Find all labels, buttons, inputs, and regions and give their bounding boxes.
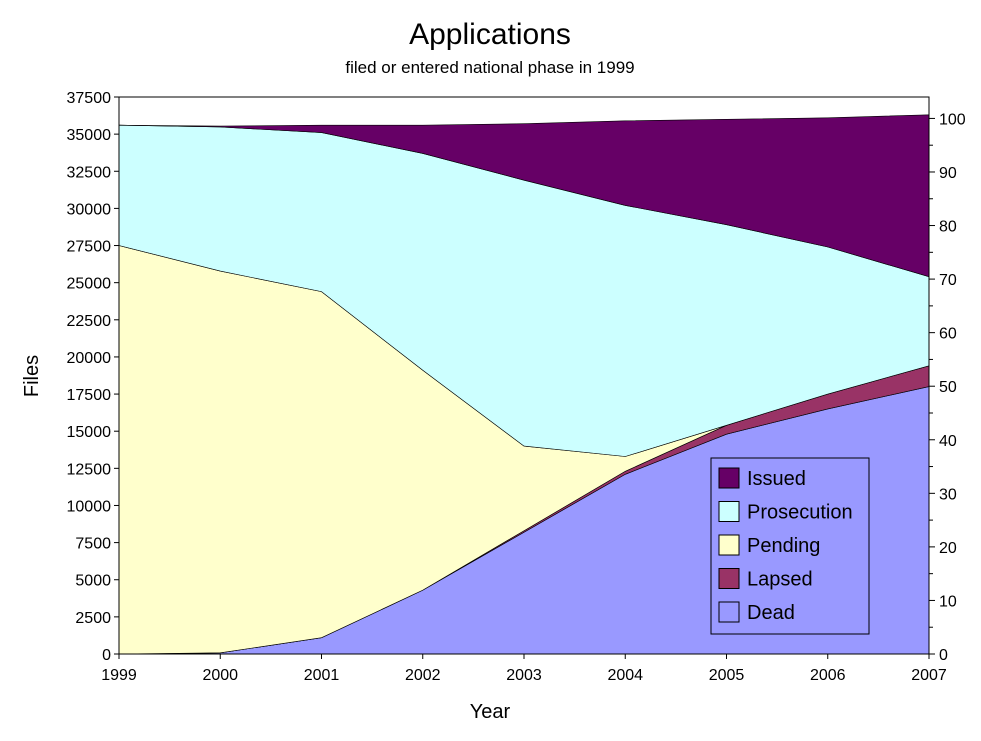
legend-swatch-lapsed	[718, 568, 740, 589]
legend-label-dead: Dead	[747, 602, 795, 624]
legend: Issued Prosecution Pending Lapsed Dead	[710, 457, 870, 635]
y-axis-title: Files	[21, 355, 43, 397]
y2-tick-label: 20	[939, 540, 957, 557]
y2-tick-label: 30	[939, 486, 957, 503]
y-tick-label: 20000	[67, 350, 112, 367]
chart-title: Applications	[409, 18, 571, 51]
legend-swatch-issued	[718, 467, 740, 489]
x-tick-label: 1999	[101, 667, 137, 684]
y-tick-label: 35000	[67, 127, 112, 144]
x-tick-label: 2005	[709, 667, 745, 684]
y2-tick-label: 50	[939, 379, 957, 396]
y2-tick-label: 10	[939, 593, 957, 610]
y-tick-label: 5000	[75, 573, 111, 590]
y2-tick-label: 60	[939, 326, 957, 343]
x-axis-title: Year	[470, 701, 511, 723]
y-tick-label: 30000	[67, 201, 112, 218]
legend-label-prosecution: Prosecution	[747, 502, 853, 524]
y-tick-label: 22500	[67, 313, 112, 330]
y-axis: 0 2500 5000 7500 10000 12500 15000 17500 20000 22…	[67, 90, 119, 664]
y2-tick-label: 100	[939, 111, 966, 128]
y2-tick-label: 70	[939, 272, 957, 289]
y2-tick-label: 40	[939, 433, 957, 450]
x-tick-label: 2002	[405, 667, 441, 684]
y-tick-label: 12500	[67, 461, 112, 478]
y-tick-label: 37500	[67, 90, 112, 107]
legend-swatch-pending	[718, 534, 740, 556]
x-tick-label: 2007	[911, 667, 947, 684]
y-tick-label: 32500	[67, 164, 112, 181]
y2-tick-label: 80	[939, 219, 957, 236]
legend-label-issued: Issued	[747, 468, 806, 490]
y2-tick-label: 0	[939, 647, 948, 664]
x-tick-label: 2004	[607, 667, 643, 684]
x-axis: 1999 2000 2001 2002 2003 2004 2005 2006 2007	[101, 654, 947, 684]
x-tick-label: 2001	[304, 667, 340, 684]
y-tick-label: 25000	[67, 276, 112, 293]
legend-swatch-dead	[718, 601, 740, 623]
y2-tick-label: 90	[939, 165, 957, 182]
y-tick-label: 17500	[67, 387, 112, 404]
y-tick-label: 27500	[67, 239, 112, 256]
y-tick-label: 2500	[75, 610, 111, 627]
y2-axis: 0 10 20 30 40 50 60 70 80 90 100	[929, 111, 966, 664]
x-tick-label: 2006	[810, 667, 846, 684]
y-tick-label: 10000	[67, 498, 112, 515]
x-tick-label: 2003	[506, 667, 542, 684]
y-tick-label: 0	[102, 647, 111, 664]
legend-swatch-prosecution	[718, 501, 740, 522]
chart-subtitle: filed or entered national phase in 1999	[345, 58, 634, 77]
y-tick-label: 15000	[67, 424, 112, 441]
legend-label-pending: Pending	[747, 535, 820, 557]
y-tick-label: 7500	[75, 536, 111, 553]
legend-label-lapsed: Lapsed	[747, 569, 813, 591]
x-tick-label: 2000	[202, 667, 238, 684]
